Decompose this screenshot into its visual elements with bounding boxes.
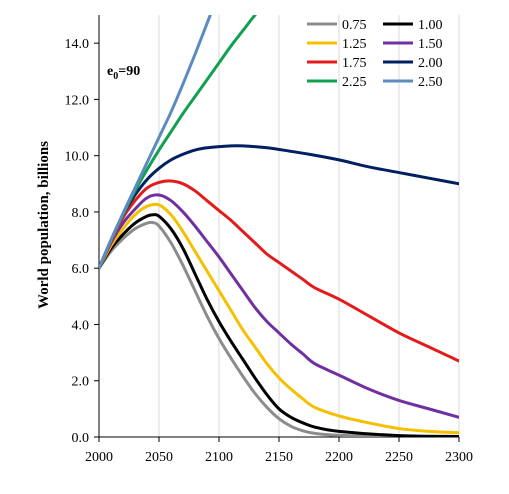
y-tick-label: 14.0 bbox=[65, 37, 90, 52]
y-tick-label: 0.0 bbox=[72, 431, 90, 446]
grid-layer bbox=[158, 15, 460, 437]
annotation-e: e bbox=[107, 64, 113, 79]
series-line-0-75 bbox=[99, 220, 459, 437]
life-expectancy-annotation: e0=90 bbox=[107, 64, 140, 82]
legend-label: 1.25 bbox=[342, 37, 367, 52]
x-tick-label: 2300 bbox=[445, 450, 473, 465]
annotation-subscript: 0 bbox=[113, 71, 118, 82]
y-tick-label: 10.0 bbox=[65, 150, 90, 165]
legend-label: 1.75 bbox=[342, 56, 367, 71]
series-line-2-00 bbox=[99, 144, 459, 270]
y-tick-label: 8.0 bbox=[72, 206, 90, 221]
x-tick-label: 2000 bbox=[85, 450, 113, 465]
x-tick-label: 2050 bbox=[145, 450, 173, 465]
legend-label: 1.00 bbox=[418, 18, 443, 33]
series-line-1-50 bbox=[99, 193, 459, 419]
x-tick-label: 2100 bbox=[205, 450, 233, 465]
y-axis-label: World population, billions bbox=[36, 141, 52, 309]
x-tick-label: 2200 bbox=[325, 450, 353, 465]
series-line-1-75 bbox=[99, 179, 459, 363]
x-tick-label: 2150 bbox=[265, 450, 293, 465]
series-line-1-25 bbox=[99, 202, 459, 435]
legend-label: 2.00 bbox=[418, 56, 443, 71]
legend-label: 2.50 bbox=[418, 75, 443, 90]
legend: 0.75 1.00 1.25 1.50 1.75 2.00 2.25 2.50 bbox=[307, 18, 443, 90]
y-tick-label: 4.0 bbox=[72, 318, 90, 333]
x-tick-label: 2250 bbox=[385, 450, 413, 465]
legend-label: 0.75 bbox=[342, 18, 367, 33]
series-line-1-00 bbox=[99, 213, 459, 437]
y-tick-label: 2.0 bbox=[72, 375, 90, 390]
legend-label: 2.25 bbox=[342, 75, 367, 90]
y-tick-label: 12.0 bbox=[65, 93, 90, 108]
legend-label: 1.50 bbox=[418, 37, 443, 52]
series-layer bbox=[99, 15, 459, 437]
axis-layer: 0.0 2.0 4.0 6.0 8.0 10.0 12.0 14.0 2000 2050 2100 2… bbox=[65, 15, 473, 465]
annotation-value: =90 bbox=[118, 64, 140, 79]
y-tick-label: 6.0 bbox=[72, 262, 90, 277]
series-line-2-50 bbox=[99, 15, 212, 270]
